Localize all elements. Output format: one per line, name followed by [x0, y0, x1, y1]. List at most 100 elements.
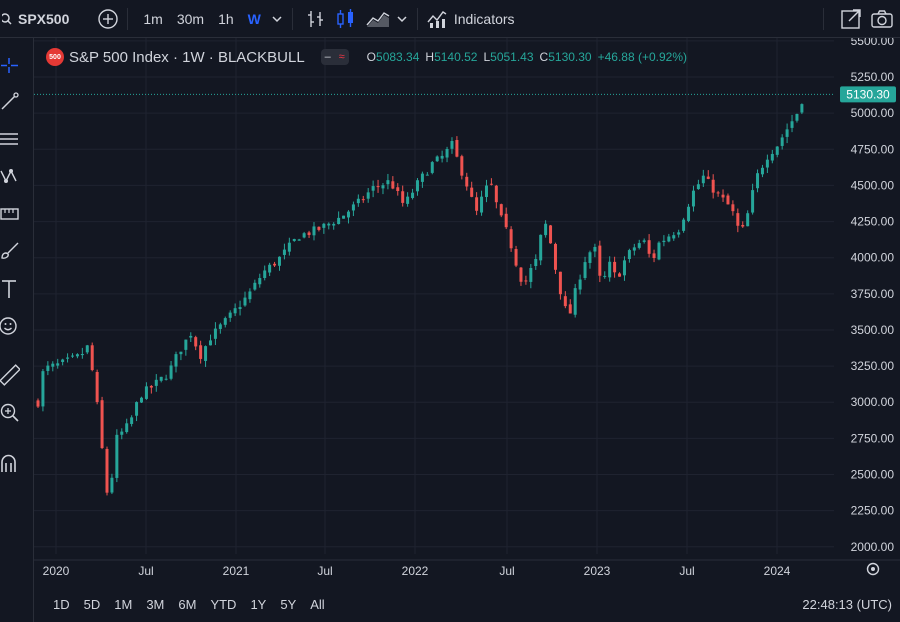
- candle-body: [549, 225, 553, 244]
- x-tick-label: Jul: [499, 564, 514, 578]
- candle-body: [312, 226, 316, 236]
- range-6m[interactable]: 6M: [178, 596, 197, 612]
- emoji-icon[interactable]: [0, 315, 20, 337]
- range-5y[interactable]: 5Y: [280, 596, 297, 612]
- candle-body: [415, 180, 419, 192]
- candle-body: [154, 379, 158, 386]
- candle-body: [795, 113, 799, 121]
- interval-1m[interactable]: 1m: [143, 10, 163, 27]
- candle-body: [258, 278, 262, 285]
- candle-body: [376, 186, 380, 188]
- measure-icon[interactable]: [0, 364, 20, 386]
- range-5d[interactable]: 5D: [83, 596, 101, 612]
- compare-button[interactable]: [97, 0, 119, 37]
- search-icon: [2, 12, 12, 25]
- candle-body: [366, 192, 370, 199]
- low-value: 5051.43: [490, 50, 534, 64]
- candle-body: [70, 355, 74, 357]
- interval-30m[interactable]: 30m: [176, 10, 205, 27]
- candle-body: [223, 318, 227, 325]
- candle-body: [233, 308, 237, 314]
- candle-body: [785, 129, 789, 137]
- candle-body: [445, 149, 449, 158]
- candles-chart-icon[interactable]: [335, 8, 357, 30]
- text-tool-icon[interactable]: [0, 278, 20, 300]
- visibility-toggle[interactable]: – ≈: [320, 49, 349, 65]
- price-chart[interactable]: 5500.00 5250.00 5000.00 4750.00 4500.00 4250.…: [34, 38, 900, 584]
- candle-body: [238, 307, 242, 309]
- candle-body: [687, 206, 691, 221]
- candle-body: [568, 304, 572, 314]
- range-1m[interactable]: 1M: [114, 596, 133, 612]
- range-ytd[interactable]: YTD: [210, 596, 237, 612]
- range-3m[interactable]: 3M: [146, 596, 165, 612]
- zoom-in-icon[interactable]: [0, 401, 20, 423]
- candle-body: [632, 247, 636, 251]
- hide-icon[interactable]: –: [320, 49, 335, 65]
- chevron-down-icon[interactable]: [395, 12, 409, 26]
- candle-body: [494, 185, 498, 203]
- interval-1h[interactable]: 1h: [218, 10, 234, 27]
- candle-body: [130, 417, 134, 424]
- pattern-icon[interactable]: [0, 165, 20, 187]
- share-icon[interactable]: [840, 8, 862, 30]
- candle-body: [302, 233, 306, 238]
- candle-body: [174, 354, 178, 367]
- close-value: 5130.30: [548, 50, 592, 64]
- trend-line-icon[interactable]: [0, 90, 20, 112]
- interval-1w[interactable]: W: [247, 10, 261, 27]
- area-chart-icon[interactable]: [365, 8, 391, 30]
- y-tick-label: 4250.00: [851, 215, 895, 229]
- candle-body: [529, 268, 533, 282]
- y-tick-label: 3500.00: [851, 323, 895, 337]
- candle-body: [672, 235, 676, 239]
- wave-icon[interactable]: ≈: [334, 49, 349, 65]
- candle-body: [268, 264, 272, 273]
- candle-body: [327, 223, 331, 226]
- y-tick-label: 5000.00: [851, 106, 895, 120]
- chevron-down-icon[interactable]: [270, 12, 284, 26]
- candle-body: [371, 186, 375, 191]
- interval-group: 1m 30m 1h W: [136, 0, 283, 37]
- candle-body: [346, 211, 350, 218]
- range-all[interactable]: All: [310, 596, 325, 612]
- candle-body: [208, 340, 212, 346]
- crosshair-icon[interactable]: [0, 54, 20, 76]
- candle-body: [51, 363, 55, 367]
- bars-chart-icon[interactable]: [305, 8, 327, 30]
- candle-body: [401, 191, 405, 203]
- utc-clock[interactable]: 22:48:13 (UTC): [802, 596, 892, 612]
- candle-body: [484, 185, 488, 197]
- candle-body: [544, 223, 548, 236]
- y-tick-label: 4000.00: [851, 251, 895, 265]
- candle-body: [425, 174, 429, 176]
- candle-body: [682, 219, 686, 231]
- candle-body: [179, 351, 183, 355]
- candle-body: [297, 239, 301, 241]
- candle-body: [75, 354, 79, 357]
- candle-body: [105, 448, 109, 493]
- brush-icon[interactable]: [0, 240, 20, 262]
- candle-body: [731, 204, 735, 212]
- candle-body: [455, 139, 459, 157]
- candle-body: [85, 345, 89, 353]
- camera-icon[interactable]: [870, 8, 894, 30]
- magnet-icon[interactable]: [0, 452, 20, 474]
- candle-body: [706, 176, 710, 179]
- candle-body: [420, 173, 424, 182]
- candle-body: [726, 195, 730, 205]
- ruler-range-icon[interactable]: [0, 203, 20, 225]
- chart-settings-icon[interactable]: [866, 562, 880, 576]
- indicators-button[interactable]: Indicators: [426, 0, 515, 37]
- symbol-search[interactable]: SPX500: [0, 0, 69, 37]
- candle-body: [657, 242, 661, 260]
- candle-body: [524, 280, 528, 282]
- horizontal-lines-icon[interactable]: [0, 128, 20, 150]
- candle-body: [189, 335, 193, 338]
- symbol-title[interactable]: S&P 500 Index · 1W · BLACKBULL: [69, 48, 305, 66]
- range-1y[interactable]: 1Y: [250, 596, 267, 612]
- candle-body: [396, 187, 400, 192]
- candle-body: [204, 346, 208, 361]
- range-1d[interactable]: 1D: [53, 596, 70, 612]
- candle-body: [622, 260, 626, 276]
